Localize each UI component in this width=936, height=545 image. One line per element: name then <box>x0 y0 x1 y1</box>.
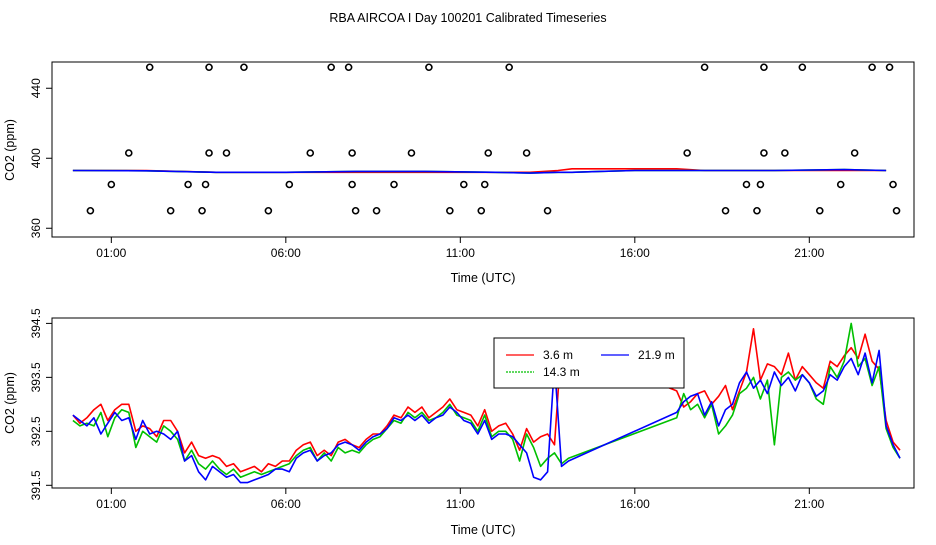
top-series-21-9-m <box>72 168 887 174</box>
top-reference-points <box>86 63 901 215</box>
reference-point <box>124 149 133 157</box>
top-y-axis-label: CO2 (ppm) <box>3 119 17 181</box>
top-x-tick-label: 16:00 <box>620 246 650 260</box>
bottom-x-tick-label: 01:00 <box>96 497 126 511</box>
bottom-x-ticks: 01:00 06:00 11:00 16:00 21:00 <box>96 488 825 511</box>
reference-point <box>205 149 213 157</box>
reference-point <box>351 206 360 215</box>
top-x-ticks: 01:00 06:00 11:00 16:00 21:00 <box>96 237 825 260</box>
reference-point <box>327 63 335 72</box>
reference-point <box>798 63 807 72</box>
top-x-tick-label: 01:00 <box>96 246 126 260</box>
reference-point <box>107 180 116 189</box>
legend-box <box>493 337 685 389</box>
reference-point <box>425 63 433 72</box>
reference-point <box>306 149 315 157</box>
reference-point <box>184 180 192 189</box>
bottom-panel: 01:00 06:00 11:00 16:00 21:00 391.5 392.5 393.… <box>3 308 915 537</box>
top-x-tick-label: 21:00 <box>794 246 824 260</box>
reference-point <box>240 63 248 72</box>
top-series <box>72 168 887 174</box>
top-x-tick-label: 06:00 <box>271 246 301 260</box>
bottom-x-tick-label: 11:00 <box>446 497 475 511</box>
reference-point <box>815 206 824 215</box>
top-plot-frame <box>51 61 915 238</box>
reference-point <box>285 180 294 189</box>
figure-title: RBA AIRCOA I Day 100201 Calibrated Times… <box>329 11 606 25</box>
top-y-tick-label: 360 <box>29 218 43 238</box>
reference-point <box>222 149 231 157</box>
reference-point <box>344 63 353 72</box>
bottom-y-axis-label: CO2 (ppm) <box>3 372 17 434</box>
top-y-ticks: 360 400 440 <box>29 78 52 238</box>
reference-point <box>480 180 489 189</box>
reference-point <box>484 149 493 157</box>
legend-label-14-3-m: 14.3 m <box>543 365 580 379</box>
legend-label-21-9-m: 21.9 m <box>638 348 675 362</box>
bottom-y-tick-label: 391.5 <box>29 470 43 500</box>
bottom-y-tick-label: 394.5 <box>29 308 43 338</box>
reference-point <box>760 63 768 72</box>
reference-point <box>145 63 154 72</box>
bottom-x-axis-label: Time (UTC) <box>451 523 516 537</box>
bottom-x-tick-label: 21:00 <box>794 497 824 511</box>
reference-point <box>264 206 273 215</box>
reference-point <box>198 206 206 215</box>
reference-point <box>201 180 210 189</box>
reference-point <box>446 206 454 215</box>
reference-point <box>885 63 894 72</box>
reference-point <box>205 63 213 72</box>
bottom-x-tick-label: 16:00 <box>620 497 650 511</box>
reference-point <box>522 149 531 157</box>
reference-point <box>86 206 95 215</box>
reference-point <box>753 206 761 215</box>
bottom-y-tick-label: 393.5 <box>29 362 43 392</box>
reference-point <box>543 206 552 215</box>
reference-point <box>460 180 468 189</box>
top-y-tick-label: 440 <box>29 78 43 98</box>
reference-point <box>348 149 356 157</box>
bottom-series-3-6-m <box>72 327 901 473</box>
reference-point <box>407 149 416 157</box>
reference-point <box>390 180 398 189</box>
bottom-plot-frame <box>51 317 915 489</box>
legend: 3.6 m 14.3 m 21.9 m <box>493 337 685 389</box>
bottom-y-ticks: 391.5 392.5 393.5 394.5 <box>29 308 52 500</box>
bottom-series-21-9-m <box>72 349 901 484</box>
reference-point <box>166 206 175 215</box>
reference-point <box>889 180 897 189</box>
reference-point <box>868 63 876 72</box>
reference-point <box>892 206 901 215</box>
reference-point <box>742 180 751 189</box>
bottom-series <box>72 322 901 484</box>
reference-point <box>477 206 486 215</box>
legend-label-3-6-m: 3.6 m <box>543 348 573 362</box>
reference-point <box>850 149 859 157</box>
reference-point <box>756 180 765 189</box>
top-panel: 01:00 06:00 11:00 16:00 21:00 360 400 440 Time… <box>3 61 915 285</box>
reference-point <box>348 180 356 189</box>
reference-point <box>836 180 845 189</box>
reference-point <box>372 206 381 215</box>
top-x-tick-label: 11:00 <box>446 246 475 260</box>
reference-point <box>700 63 709 72</box>
top-y-tick-label: 400 <box>29 148 43 168</box>
reference-point <box>505 63 513 72</box>
reference-point <box>781 149 789 157</box>
reference-point <box>760 149 768 157</box>
bottom-x-tick-label: 06:00 <box>271 497 301 511</box>
bottom-y-tick-label: 392.5 <box>29 416 43 446</box>
reference-point <box>721 206 730 215</box>
top-x-axis-label: Time (UTC) <box>451 271 516 285</box>
reference-point <box>683 149 691 157</box>
